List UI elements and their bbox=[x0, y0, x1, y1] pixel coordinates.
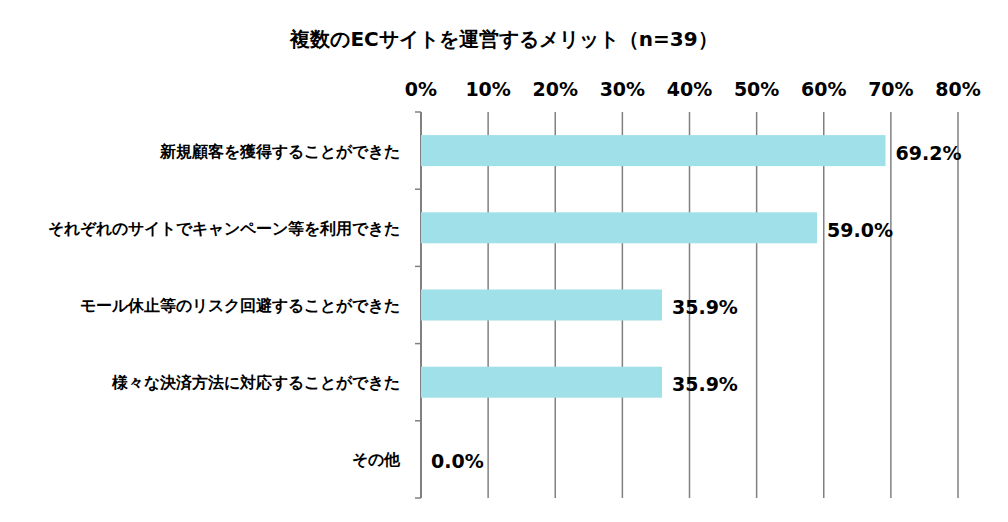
bar bbox=[421, 135, 886, 166]
category-separator bbox=[415, 111, 421, 113]
data-label: 59.0% bbox=[827, 219, 893, 241]
category-label: 様々な決済方法に対応することができた bbox=[111, 373, 400, 392]
data-label: 35.9% bbox=[672, 296, 738, 318]
grid-line bbox=[823, 112, 825, 498]
category-separator bbox=[415, 266, 421, 268]
category-label: モール休止等のリスク回避することができた bbox=[80, 296, 400, 315]
data-label: 69.2% bbox=[896, 142, 962, 164]
bar bbox=[421, 367, 662, 398]
tick-label: 50% bbox=[734, 78, 779, 100]
tick-label: 40% bbox=[667, 78, 712, 100]
chart-svg: 複数のECサイトを運営するメリット（n=39） 0% 10% 20% 30% 40% 50%… bbox=[0, 0, 1008, 522]
tick-label: 30% bbox=[600, 78, 645, 100]
bar bbox=[421, 444, 422, 475]
tick-label: 60% bbox=[801, 78, 846, 100]
bars bbox=[421, 135, 886, 398]
tick-label: 0% bbox=[405, 78, 437, 100]
tick-label: 80% bbox=[935, 78, 980, 100]
tick-label: 10% bbox=[465, 78, 510, 100]
category-separator bbox=[415, 420, 421, 422]
grid-line bbox=[957, 112, 959, 498]
tick-label: 20% bbox=[533, 78, 578, 100]
data-label: 35.9% bbox=[672, 373, 738, 395]
category-separator bbox=[415, 343, 421, 345]
bar bbox=[421, 290, 662, 321]
grid-line bbox=[890, 112, 892, 498]
title: 複数のECサイトを運営するメリット（n=39） bbox=[289, 27, 717, 51]
page: {"chart_data": {"type": "bar", "orientat… bbox=[0, 0, 1008, 522]
bar bbox=[421, 212, 817, 243]
grid-line bbox=[756, 112, 758, 498]
category-label: それぞれのサイトでキャンペーン等を利用できた bbox=[48, 219, 400, 238]
category-separator bbox=[415, 188, 421, 190]
category-separator bbox=[415, 497, 421, 499]
tick-label: 70% bbox=[868, 78, 913, 100]
data-label: 0.0% bbox=[431, 450, 484, 472]
chart-container: 複数のECサイトを運営するメリット（n=39） 0% 10% 20% 30% 40% 50%… bbox=[0, 0, 1008, 522]
category-label: 新規顧客を獲得することができた bbox=[159, 142, 400, 161]
category-label: その他 bbox=[352, 450, 401, 469]
